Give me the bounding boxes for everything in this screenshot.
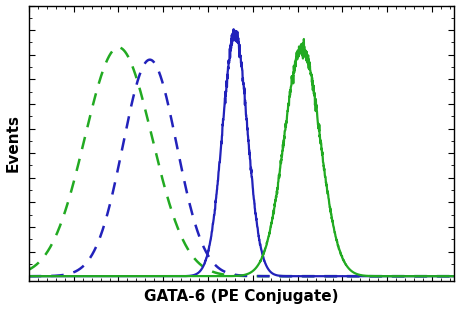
Y-axis label: Events: Events [6,114,21,172]
X-axis label: GATA-6 (PE Conjugate): GATA-6 (PE Conjugate) [144,290,338,304]
